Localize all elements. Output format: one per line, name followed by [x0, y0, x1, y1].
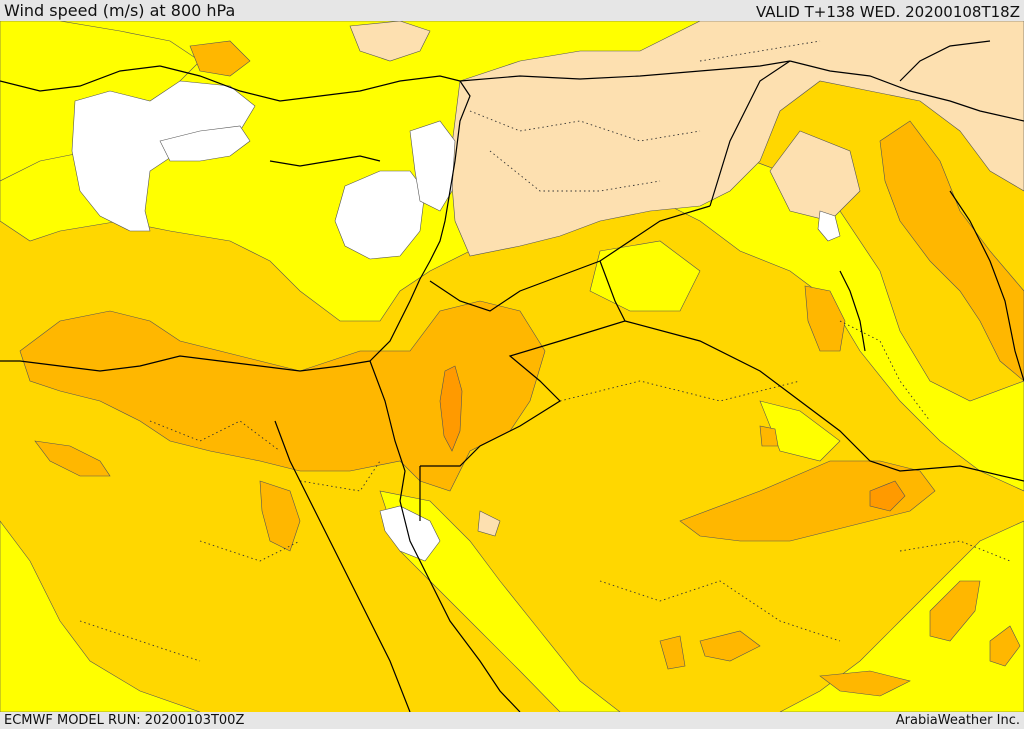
field-calm [71, 80, 841, 562]
footer-bar: ECMWF MODEL RUN: 20200103T00Z ArabiaWeat… [0, 712, 1024, 729]
map-title: Wind speed (m/s) at 800 hPa [4, 1, 236, 20]
header-bar: Wind speed (m/s) at 800 hPa VALID T+138 … [0, 0, 1024, 21]
country-borders [0, 40, 1024, 712]
field-strong [19, 40, 1024, 697]
wind-speed-map [0, 21, 1024, 712]
field-very-strong [439, 365, 906, 512]
model-run-label: ECMWF MODEL RUN: 20200103T00Z [4, 713, 245, 728]
valid-time-label: VALID T+138 WED. 20200108T18Z [755, 3, 1020, 21]
map-canvas [0, 21, 1024, 712]
credit-label: ArabiaWeather Inc. [895, 713, 1020, 728]
internal-boundaries [79, 40, 1011, 662]
